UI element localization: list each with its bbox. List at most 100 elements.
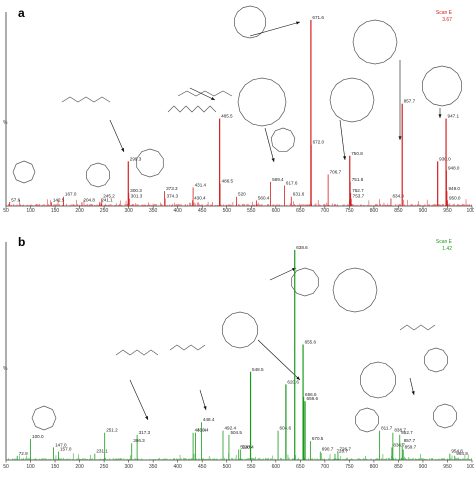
panel-a-y-axis-fragment: % <box>3 120 8 126</box>
panel-b-peak-label: 852.7 <box>401 430 413 435</box>
panel-a-peak-label: 750.8 <box>351 151 363 156</box>
structure-drawings <box>12 5 462 433</box>
panel-b-peak-label: 857.7 <box>404 438 416 443</box>
panel-a-x-tick-label: 250 <box>100 208 109 214</box>
panel-a-x-tick-label: 600 <box>272 208 281 214</box>
panel-a-peak-label: 520 <box>238 192 246 197</box>
panel-a-peak-label: 486.5 <box>222 179 234 184</box>
panel-a-x-tick-label: 100 <box>26 208 35 214</box>
panel-b-peak-label: 436.4 <box>197 428 209 433</box>
structure-macrocycle <box>360 361 396 399</box>
panel-b-x-tick-label: 850 <box>394 464 403 470</box>
structure-arrow-head <box>211 97 215 100</box>
panel-a-peak-label: 241.1 <box>101 197 113 202</box>
panel-b-peak-label: 504.5 <box>230 430 242 435</box>
panel-b-x-tick-label: 700 <box>321 464 330 470</box>
panel-b: b Scan E 1.42 % 50 100 150 200 250 300 350 400 4… <box>3 235 474 470</box>
structure-chain <box>115 349 159 356</box>
panel-b-peak-label: 448.4 <box>203 417 215 422</box>
panel-a-peak-label: 485.5 <box>221 114 233 119</box>
panel-a-peak-label: 57.6 <box>11 197 20 202</box>
panel-b-peak-label: 231.1 <box>96 449 108 454</box>
panel-a-peak-label: 631.6 <box>293 192 305 197</box>
structure-macrocycle <box>12 160 36 184</box>
structure-arrow-head <box>296 21 300 25</box>
panel-b-letter: b <box>18 235 25 249</box>
panel-a-peak-label: 671.6 <box>312 15 324 20</box>
panel-b-x-tick-label: 150 <box>51 464 60 470</box>
panel-b-peak-label: 838.7 <box>394 428 406 433</box>
structure-chain <box>169 344 206 351</box>
panel-a-letter: a <box>18 6 25 20</box>
panel-a-peak-label: 431.4 <box>195 182 207 187</box>
structure-arrow-head <box>438 114 442 118</box>
structure-macrocycle <box>270 127 296 152</box>
structure-macrocycle <box>424 347 448 373</box>
structure-arrow <box>129 379 149 421</box>
panel-a-x-tick-label: 400 <box>174 208 183 214</box>
panel-b-x-tick-label: 450 <box>198 464 207 470</box>
panel-b-peak-label: 317.3 <box>139 430 151 435</box>
panel-a-x-tick-label: 1000 <box>466 208 474 214</box>
structure-arrow <box>339 119 346 161</box>
panel-a-peak-label: 245.2 <box>103 194 115 199</box>
panel-a-peak-label: 751.8 <box>352 177 364 182</box>
panel-a-peak-label: 930.0 <box>439 156 451 161</box>
panel-b-peak-label: 157.0 <box>60 447 72 452</box>
panel-b-x-tick-label: 350 <box>149 464 158 470</box>
panel-b-peak-label: 620.6 <box>287 379 299 384</box>
structure-arrow <box>257 339 301 381</box>
panel-b-noise-peaks <box>8 453 472 460</box>
panel-a-peak-label: 834.8 <box>392 194 404 199</box>
panel-b-scan-value: 1.42 <box>442 246 452 252</box>
panel-b-x-tick-label: 1000 <box>466 464 474 470</box>
panel-b-peak-label: 638.6 <box>296 245 308 250</box>
panel-b-peak-label: 100.0 <box>32 434 44 439</box>
structure-arrow-head <box>398 136 402 140</box>
structure-macrocycle <box>234 5 266 39</box>
panel-a-x-tick-label: 950 <box>443 208 452 214</box>
panel-a-peak-label: 300.3 <box>130 188 142 193</box>
panel-a-peak-label: 430.4 <box>194 195 206 200</box>
panel-b-x-tick-label: 250 <box>100 464 109 470</box>
structure-arrow <box>249 21 301 37</box>
panel-a-peak-label: 299.3 <box>130 156 142 161</box>
structure-chain <box>177 90 233 97</box>
panel-b-x-tick-label: 800 <box>370 464 379 470</box>
panel-a-x-tick-label: 900 <box>419 208 428 214</box>
panel-a-peak-label: 752.7 <box>352 188 364 193</box>
panel-a-peak-label: 753.7 <box>353 194 365 199</box>
structure-arrow-head <box>411 391 415 395</box>
panel-a-x-tick-label: 550 <box>247 208 256 214</box>
panel-b-peak-label: 147.0 <box>55 442 67 447</box>
panel-b-peak-label: 431.4 <box>195 428 207 433</box>
panel-b-x-tick-label: 550 <box>247 464 256 470</box>
panel-b-peak-label: 656.6 <box>305 392 317 397</box>
structure-macrocycle <box>352 19 398 65</box>
panel-a-peak-label: 204.8 <box>83 197 95 202</box>
panel-b-y-axis-fragment: % <box>3 366 8 372</box>
structure-macrocycle <box>433 403 457 429</box>
panel-b-x-tick-label: 750 <box>345 464 354 470</box>
panel-a-peak-label: 617.6 <box>286 181 298 186</box>
panel-a-peak-label: 947.1 <box>448 114 460 119</box>
panel-b-x-tick-label: 500 <box>223 464 232 470</box>
panel-b-x-tick-label: 300 <box>124 464 133 470</box>
panel-b-x-tick-label: 650 <box>296 464 305 470</box>
structure-macrocycle <box>31 405 57 431</box>
panel-b-peak-label: 954.8 <box>451 449 463 454</box>
structure-chain <box>61 96 111 103</box>
structure-arrow-head <box>203 406 207 410</box>
structure-macrocycle <box>332 267 378 313</box>
panel-b-peak-label: 964.9 <box>456 451 468 456</box>
panel-b-peak-label: 548.5 <box>252 367 264 372</box>
panel-a-noise-peaks <box>8 199 472 206</box>
structure-arrow-head <box>296 376 300 380</box>
structure-chain <box>167 105 217 113</box>
panel-a-peak-label: 857.7 <box>404 99 416 104</box>
panel-a-x-tick-label: 700 <box>321 208 330 214</box>
panel-b-peak-label: 859.7 <box>405 445 417 450</box>
panel-b-peak-label: 72.9 <box>19 451 28 456</box>
panel-a-x-tick-label: 850 <box>394 208 403 214</box>
